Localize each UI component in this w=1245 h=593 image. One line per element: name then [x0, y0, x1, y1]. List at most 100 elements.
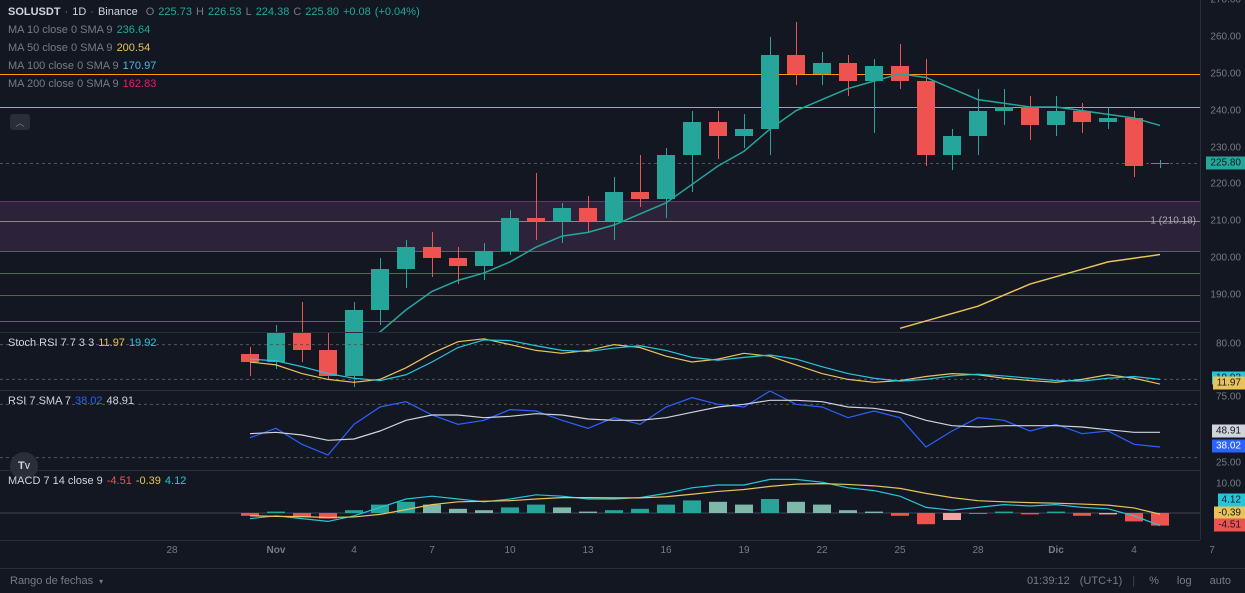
x-tick: 16: [660, 545, 671, 556]
candle[interactable]: [813, 63, 831, 74]
horizontal-line[interactable]: [0, 295, 1200, 296]
candle[interactable]: [1099, 118, 1117, 122]
y-tick: 220.00: [1210, 179, 1241, 190]
candle-wick: [1160, 160, 1161, 168]
indicator-value-badge: 11.97: [1213, 377, 1245, 390]
percent-button[interactable]: %: [1145, 573, 1163, 589]
x-tick: 22: [816, 545, 827, 556]
time-axis[interactable]: 28Nov4710131619222528Dic471013: [0, 540, 1200, 568]
candle[interactable]: [553, 208, 571, 221]
x-tick: Nov: [267, 545, 286, 556]
y-tick: 80.00: [1216, 338, 1241, 349]
horizontal-line[interactable]: [0, 221, 1200, 222]
current-price-badge: 225.80: [1206, 157, 1245, 170]
rsi-pane[interactable]: RSI 7 SMA 7 38.02 48.91: [0, 390, 1200, 470]
date-range-button[interactable]: Rango de fechas ▾: [10, 575, 103, 587]
x-tick: 7: [429, 545, 435, 556]
macd-pane[interactable]: MACD 7 14 close 9 -4.51 -0.39 4.12 TV: [0, 470, 1200, 540]
indicator-value-badge: 48.91: [1212, 425, 1245, 438]
chevron-down-icon: ▾: [99, 577, 103, 586]
x-tick: 7: [1209, 545, 1215, 556]
x-tick: 28: [972, 545, 983, 556]
y-tick: 25.00: [1216, 458, 1241, 469]
stoch-legend: Stoch RSI 7 7 3 3 11.97 19.92: [8, 337, 156, 349]
candle[interactable]: [787, 55, 805, 73]
horizontal-line[interactable]: [0, 251, 1200, 252]
x-tick: 4: [351, 545, 357, 556]
log-button[interactable]: log: [1173, 573, 1196, 589]
fib-label: 1 (210.18): [1150, 215, 1196, 226]
y-tick: 200.00: [1210, 253, 1241, 264]
horizontal-line[interactable]: [0, 201, 1200, 202]
chevron-up-icon: ︿: [15, 116, 24, 129]
indicator-value-badge: 38.02: [1212, 439, 1245, 452]
candle[interactable]: [397, 247, 415, 269]
auto-button[interactable]: auto: [1206, 573, 1235, 589]
price-pane[interactable]: SOLUSDT · 1D · Binance O225.73 H226.53 L…: [0, 0, 1200, 332]
candle-wick: [536, 173, 537, 239]
candle[interactable]: [423, 247, 441, 258]
candle[interactable]: [605, 192, 623, 222]
candle[interactable]: [969, 111, 987, 137]
candle[interactable]: [527, 218, 545, 222]
candle[interactable]: [579, 208, 597, 221]
y-tick: 190.00: [1210, 290, 1241, 301]
horizontal-line[interactable]: [0, 321, 1200, 322]
candle[interactable]: [917, 81, 935, 155]
y-tick: 75.00: [1216, 391, 1241, 402]
price-band: [0, 201, 1200, 251]
candle[interactable]: [371, 269, 389, 310]
indicator-value-badge: -4.51: [1214, 518, 1245, 531]
x-tick: 13: [582, 545, 593, 556]
candle[interactable]: [631, 192, 649, 199]
candle[interactable]: [839, 63, 857, 81]
x-tick: 4: [1131, 545, 1137, 556]
y-tick: 260.00: [1210, 31, 1241, 42]
candle[interactable]: [1151, 163, 1169, 164]
candle[interactable]: [1047, 111, 1065, 126]
ma-legend-row: MA 200 close 0 SMA 9162.83: [8, 78, 156, 90]
candle-wick: [796, 22, 797, 85]
candle[interactable]: [475, 251, 493, 266]
y-tick: 240.00: [1210, 105, 1241, 116]
macd-legend: MACD 7 14 close 9 -4.51 -0.39 4.12: [8, 475, 186, 487]
y-tick: 210.00: [1210, 216, 1241, 227]
candle[interactable]: [709, 122, 727, 137]
y-tick: 250.00: [1210, 68, 1241, 79]
indicator-value-badge: 4.12: [1218, 494, 1245, 507]
x-tick: 25: [894, 545, 905, 556]
candle[interactable]: [683, 122, 701, 155]
footer-bar: Rango de fechas ▾ 01:39:12 (UTC+1) | % l…: [0, 568, 1245, 593]
symbol-header: SOLUSDT · 1D · Binance O225.73 H226.53 L…: [8, 6, 420, 18]
candle[interactable]: [1021, 107, 1039, 125]
candle[interactable]: [449, 258, 467, 265]
ma-legend-row: MA 10 close 0 SMA 9236.64: [8, 24, 150, 36]
rsi-legend: RSI 7 SMA 7 38.02 48.91: [8, 395, 134, 407]
candle[interactable]: [1125, 118, 1143, 166]
candle[interactable]: [865, 66, 883, 81]
y-tick: 10.00: [1216, 479, 1241, 490]
clock-text: 01:39:12: [1027, 575, 1070, 587]
candle[interactable]: [1073, 111, 1091, 122]
y-tick: 230.00: [1210, 142, 1241, 153]
horizontal-line[interactable]: [0, 107, 1200, 108]
candle[interactable]: [657, 155, 675, 199]
horizontal-line[interactable]: [0, 273, 1200, 274]
current-price-line: [0, 163, 1200, 164]
y-axis[interactable]: 270.00 260.00 250.00 240.00 230.00 220.00 210.…: [1200, 0, 1245, 540]
collapse-legends-button[interactable]: ︿: [10, 114, 30, 130]
candle[interactable]: [891, 66, 909, 81]
y-tick: 270.00: [1210, 0, 1241, 6]
candle[interactable]: [943, 136, 961, 154]
timezone-text: (UTC+1): [1080, 575, 1122, 587]
x-tick: 28: [166, 545, 177, 556]
x-tick: 19: [738, 545, 749, 556]
ma-legend-row: MA 50 close 0 SMA 9200.54: [8, 42, 150, 54]
candle[interactable]: [995, 107, 1013, 111]
stoch-rsi-pane[interactable]: Stoch RSI 7 7 3 3 11.97 19.92: [0, 332, 1200, 390]
x-tick: Dic: [1048, 545, 1064, 556]
horizontal-line[interactable]: [0, 74, 1200, 75]
candle[interactable]: [761, 55, 779, 129]
candle[interactable]: [735, 129, 753, 136]
candle[interactable]: [501, 218, 519, 251]
